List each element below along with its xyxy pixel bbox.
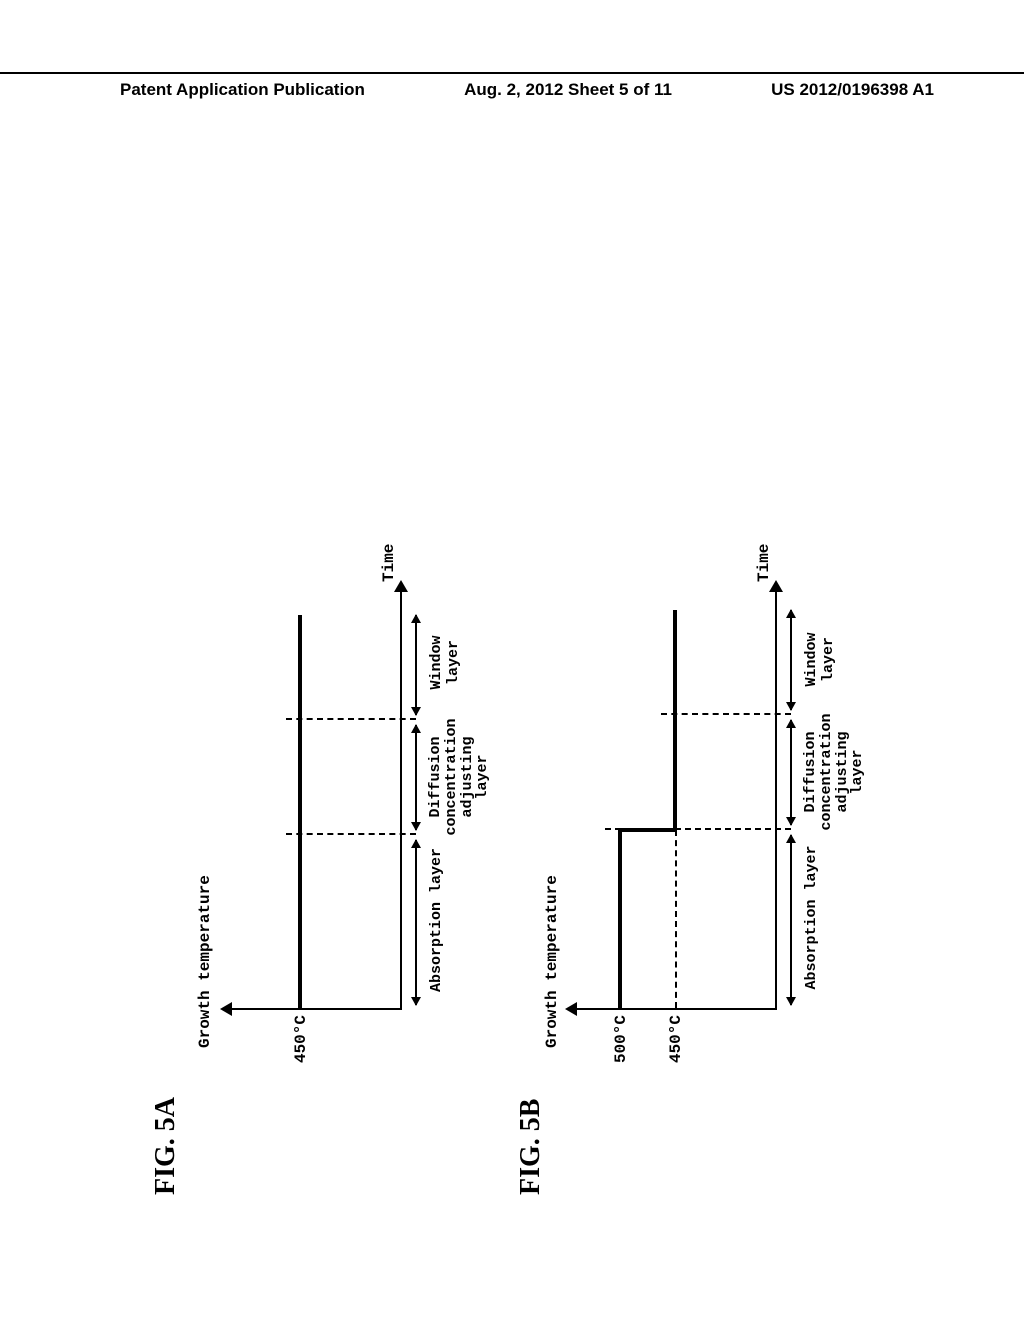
fig5a-y-axis-label: Growth temperature	[196, 875, 214, 1048]
fig5b-phase-arrow-window	[790, 610, 792, 710]
fig5b-x-axis-label: Time	[755, 544, 773, 582]
page-header: Patent Application Publication Aug. 2, 2…	[0, 72, 1024, 100]
fig5a-y-axis-arrow	[220, 1002, 232, 1016]
fig5a-phase-window-label: Window layer	[428, 610, 462, 715]
fig5a-boundary-2	[286, 718, 416, 720]
fig5a-phase-arrow-absorption	[415, 840, 417, 1005]
fig5b-x-axis	[775, 590, 777, 1010]
fig5b-tick-450: 450°C	[667, 1015, 685, 1070]
fig5b-y-axis-label: Growth temperature	[543, 875, 561, 1048]
fig5a-x-axis	[400, 590, 402, 1010]
fig5a-tick-450: 450°C	[292, 1015, 310, 1070]
fig5a-x-axis-label: Time	[380, 544, 398, 582]
fig5b-phase-arrow-absorption	[790, 835, 792, 1005]
fig5b-temp-seg2	[673, 610, 677, 832]
fig5a-phase-arrow-diffusion	[415, 725, 417, 830]
fig5b-phase-arrow-diffusion	[790, 720, 792, 825]
fig5a-temp-profile	[298, 615, 302, 1008]
fig5a-y-axis	[230, 1008, 400, 1010]
fig5b-phase-diffusion-label: Diffusion concentration adjusting layer	[803, 707, 866, 837]
fig5b-y-axis-arrow	[565, 1002, 577, 1016]
header-center: Aug. 2, 2012 Sheet 5 of 11	[464, 80, 672, 100]
fig5b-boundary-1	[605, 828, 791, 830]
figure-5b-chart: Growth temperature Time 500°C 450°C	[545, 560, 855, 1080]
fig5b-tick-500: 500°C	[612, 1015, 630, 1070]
header-left: Patent Application Publication	[120, 80, 365, 100]
figure-5a-chart: Growth temperature Time 450°C Absorption…	[190, 560, 470, 1080]
fig5a-phase-diffusion-label: Diffusion concentration adjusting layer	[428, 712, 491, 842]
fig5a-boundary-1	[286, 833, 416, 835]
figure-5a-label: FIG. 5A	[150, 1097, 182, 1195]
header-right: US 2012/0196398 A1	[771, 80, 934, 100]
fig5a-phase-absorption-label: Absorption layer	[428, 835, 445, 1005]
fig5b-boundary-2	[661, 713, 791, 715]
fig5a-phase-arrow-window	[415, 615, 417, 715]
fig5b-phase-window-label: Window layer	[803, 607, 837, 712]
figure-5b-label: FIG. 5B	[515, 1099, 547, 1195]
fig5b-guide-450	[675, 830, 677, 1008]
fig5b-temp-seg1	[618, 830, 622, 1008]
figure-page-area: FIG. 5A Growth temperature Time 450°C	[120, 140, 904, 1200]
fig5b-y-axis	[575, 1008, 775, 1010]
figure-5a-panel: Growth temperature Time 450°C Absorption…	[190, 560, 470, 1080]
figure-5b-panel: Growth temperature Time 500°C 450°C	[545, 560, 855, 1080]
fig5b-phase-absorption-label: Absorption layer	[803, 830, 820, 1005]
rotated-figure-stage: FIG. 5A Growth temperature Time 450°C	[120, 140, 904, 1200]
